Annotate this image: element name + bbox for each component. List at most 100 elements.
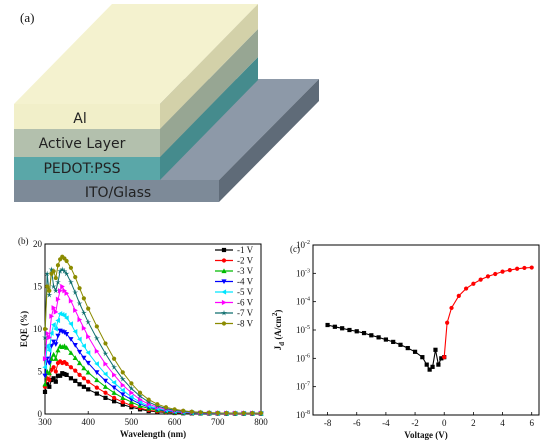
eqe-data-point [62,371,67,377]
eqe-data-point [42,381,48,387]
eqe-data-point [94,385,99,390]
eqe-data-point [64,345,70,350]
eqe-data-point [50,283,57,290]
eqe-data-point [58,373,63,378]
eqe-data-point [46,360,52,366]
eqe-data-point [120,370,125,375]
jd-data-point [332,324,337,329]
eqe-data-point [232,410,238,416]
jd-data-point [471,281,476,286]
eqe-data-point [94,348,100,354]
panel-c-xlabel: Voltage (V) [404,430,447,440]
eqe-data-point [42,326,48,332]
eqe-data-point [137,399,143,405]
eqe-data-point [68,265,74,270]
legend-marker [221,321,227,326]
eqe-data-point [85,350,91,356]
eqe-data-point [51,269,56,274]
eqe-data-point [111,390,117,395]
eqe-data-point [81,355,87,361]
legend-label: -2 V [237,256,254,266]
legend-label: -7 V [237,308,254,318]
eqe-data-point [53,356,59,361]
eqe-data-point [81,365,87,371]
eqe-data-point [45,284,50,289]
eqe-data-point [77,317,83,323]
eqe-data-point [94,324,99,329]
jd-data-point [424,362,429,367]
eqe-data-point [49,377,54,383]
eqe-data-point [111,385,117,391]
legend-marker [221,299,227,306]
eqe-data-point [55,279,61,285]
eqe-data-point [53,342,59,347]
panel-c-series [325,265,534,372]
legend-marker [221,247,227,253]
eqe-data-point [72,289,79,295]
eqe-data-point [120,400,125,405]
eqe-data-point [86,306,91,311]
eqe-data-point [63,270,70,277]
eqe-data-point [55,317,61,324]
eqe-data-point [68,321,74,327]
eqe-data-point [68,376,74,381]
jd-data-point [507,268,512,273]
eqe-data-point [62,288,68,294]
legend-label: -1 V [237,245,254,255]
y-tick-label: 20 [33,239,43,249]
eqe-data-point [48,266,55,273]
x-tick-label: 0 [442,418,447,428]
eqe-data-point [61,268,68,274]
jd-data-point [325,322,330,328]
eqe-data-point [77,286,82,291]
jd-data-point [430,364,435,369]
eqe-data-point [51,376,56,381]
eqe-data-point [103,395,108,400]
jd-data-point [412,349,418,354]
jd-data-point [439,356,444,361]
eqe-data-point [198,410,203,415]
eqe-data-point [72,343,78,348]
eqe-data-point [73,307,78,313]
eqe-data-point [86,387,91,392]
jd-data-point [522,265,527,271]
eqe-data-point [189,409,194,414]
eqe-data-point [64,332,70,337]
eqe-data-point [81,296,86,301]
y-tick-label: 10-5 [296,325,310,335]
eqe-data-point [77,382,82,387]
jd-data-point [445,320,450,325]
eqe-data-point [129,390,134,396]
eqe-data-point [51,322,56,328]
eqe-data-point [241,410,246,416]
legend-label: -6 V [237,298,254,308]
jd-data-point [529,265,534,270]
jd-data-point [405,345,410,351]
panel-c-frame [312,244,540,416]
eqe-data-point [49,313,55,319]
eqe-data-point [86,334,91,340]
eqe-data-point [155,402,160,407]
eqe-data-point [163,405,169,410]
y-tick-label: 10-6 [296,353,310,363]
eqe-data-point [137,396,143,403]
legend-marker [221,309,227,316]
eqe-data-point [94,377,100,383]
eqe-data-point [47,384,52,389]
eqe-data-point [129,403,134,408]
jd-data-point [436,362,441,367]
eqe-data-point [53,309,59,315]
eqe-data-point [111,364,118,370]
eqe-data-point [53,379,58,384]
eqe-data-point [103,341,108,346]
jd-data-point [420,355,425,360]
eqe-data-point [215,410,220,415]
legend-marker [221,258,227,263]
eqe-data-point [119,376,126,382]
jd-data-point [340,326,345,331]
al-top [14,4,258,104]
eqe-data-point [60,283,65,290]
eqe-data-point [46,291,53,298]
y-tick-label: 15 [33,282,43,292]
